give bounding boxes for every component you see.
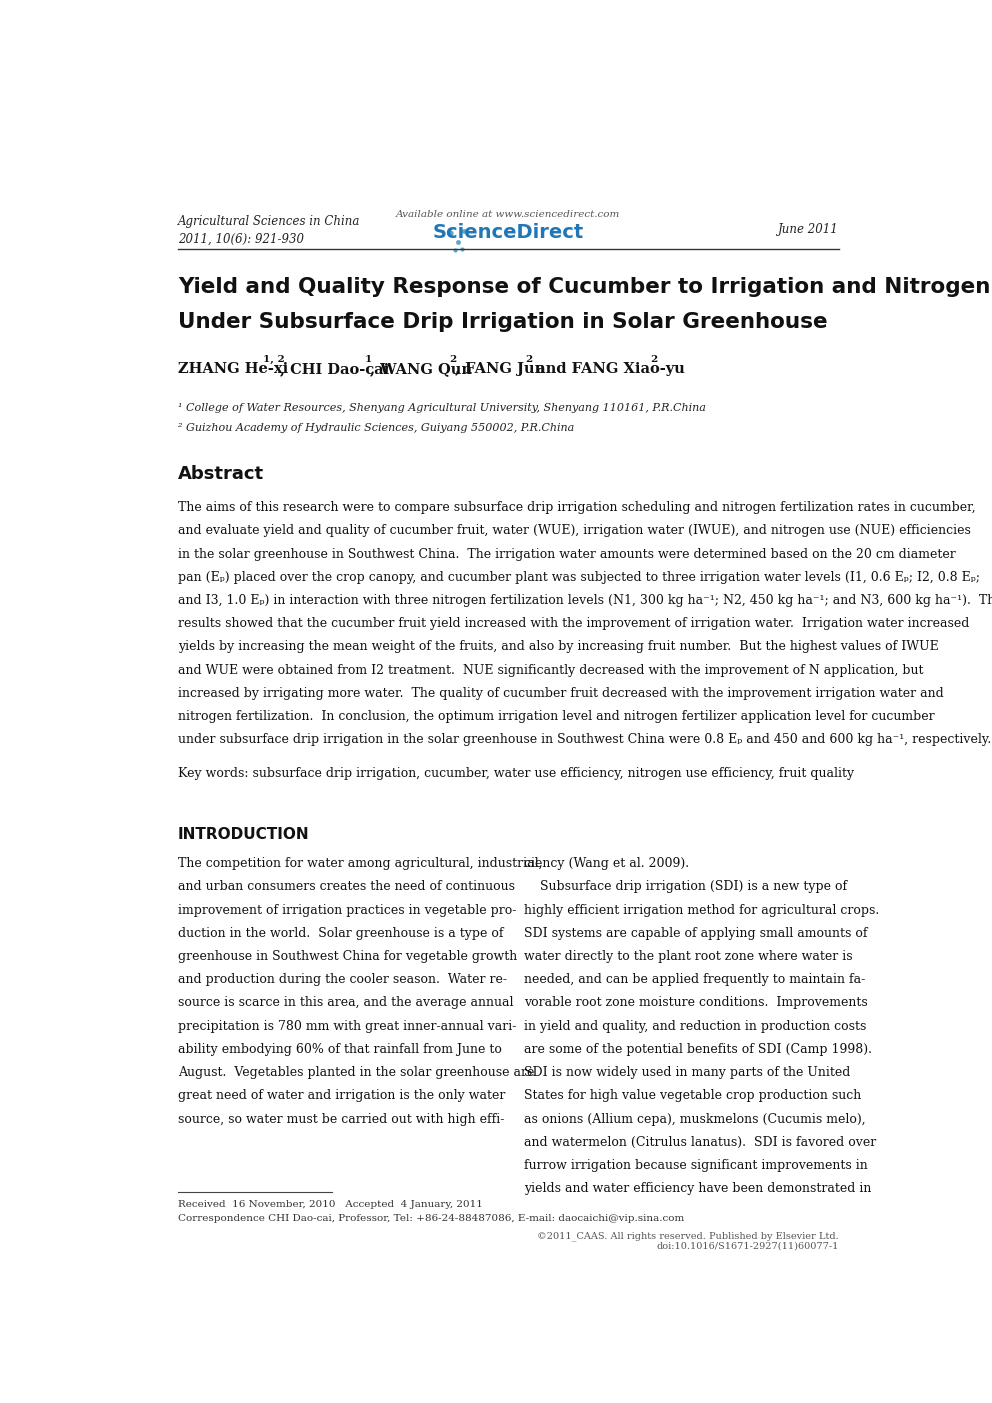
Text: 2: 2 <box>650 355 657 365</box>
Text: are some of the potential benefits of SDI (Camp 1998).: are some of the potential benefits of SD… <box>524 1042 872 1056</box>
Text: Yield and Quality Response of Cucumber to Irrigation and Nitrogen Fertilization: Yield and Quality Response of Cucumber t… <box>178 278 992 297</box>
Text: furrow irrigation because significant improvements in: furrow irrigation because significant im… <box>524 1159 868 1172</box>
Text: yields and water efficiency have been demonstrated in: yields and water efficiency have been de… <box>524 1183 871 1195</box>
Text: Under Subsurface Drip Irrigation in Solar Greenhouse: Under Subsurface Drip Irrigation in Sola… <box>178 311 827 333</box>
Text: vorable root zone moisture conditions.  Improvements: vorable root zone moisture conditions. I… <box>524 996 868 1009</box>
Text: source is scarce in this area, and the average annual: source is scarce in this area, and the a… <box>178 996 513 1009</box>
Text: Abstract: Abstract <box>178 466 264 484</box>
Text: highly efficient irrigation method for agricultural crops.: highly efficient irrigation method for a… <box>524 904 879 916</box>
Text: 1: 1 <box>365 355 372 365</box>
Text: and urban consumers creates the need of continuous: and urban consumers creates the need of … <box>178 880 515 894</box>
Text: Received  16 November, 2010   Accepted  4 January, 2011: Received 16 November, 2010 Accepted 4 Ja… <box>178 1200 483 1209</box>
Text: ciency (Wang et al. 2009).: ciency (Wang et al. 2009). <box>524 857 688 870</box>
Text: water directly to the plant root zone where water is: water directly to the plant root zone wh… <box>524 950 852 962</box>
Text: and FANG Xiao-yu: and FANG Xiao-yu <box>531 362 684 376</box>
Text: greenhouse in Southwest China for vegetable growth: greenhouse in Southwest China for vegeta… <box>178 950 517 962</box>
Text: The competition for water among agricultural, industrial,: The competition for water among agricult… <box>178 857 543 870</box>
Text: , WANG Qun: , WANG Qun <box>370 362 472 376</box>
Text: ² Guizhou Academy of Hydraulic Sciences, Guiyang 550002, P.R.China: ² Guizhou Academy of Hydraulic Sciences,… <box>178 424 574 434</box>
Text: and evaluate yield and quality of cucumber fruit, water (WUE), irrigation water : and evaluate yield and quality of cucumb… <box>178 525 971 537</box>
Text: pan (Eₚ) placed over the crop canopy, and cucumber plant was subjected to three : pan (Eₚ) placed over the crop canopy, an… <box>178 571 980 584</box>
Text: ScienceDirect: ScienceDirect <box>433 223 584 243</box>
Text: The aims of this research were to compare subsurface drip irrigation scheduling : The aims of this research were to compar… <box>178 501 975 513</box>
Text: precipitation is 780 mm with great inner-annual vari-: precipitation is 780 mm with great inner… <box>178 1020 516 1033</box>
Text: ZHANG He-xi: ZHANG He-xi <box>178 362 288 376</box>
Text: in the solar greenhouse in Southwest China.  The irrigation water amounts were d: in the solar greenhouse in Southwest Chi… <box>178 547 955 561</box>
Text: 2: 2 <box>525 355 533 365</box>
Text: needed, and can be applied frequently to maintain fa-: needed, and can be applied frequently to… <box>524 974 865 986</box>
Text: Agricultural Sciences in China: Agricultural Sciences in China <box>178 215 360 227</box>
Text: ability embodying 60% of that rainfall from June to: ability embodying 60% of that rainfall f… <box>178 1042 502 1056</box>
Text: and I3, 1.0 Eₚ) in interaction with three nitrogen fertilization levels (N1, 300: and I3, 1.0 Eₚ) in interaction with thre… <box>178 593 992 607</box>
Text: source, so water must be carried out with high effi-: source, so water must be carried out wit… <box>178 1113 504 1125</box>
Text: results showed that the cucumber fruit yield increased with the improvement of i: results showed that the cucumber fruit y… <box>178 617 969 630</box>
Text: States for high value vegetable crop production such: States for high value vegetable crop pro… <box>524 1089 861 1103</box>
Text: doi:10.1016/S1671-2927(11)60077-1: doi:10.1016/S1671-2927(11)60077-1 <box>657 1242 839 1250</box>
Text: duction in the world.  Solar greenhouse is a type of: duction in the world. Solar greenhouse i… <box>178 927 503 940</box>
Text: ©2011_CAAS. All rights reserved. Published by Elsevier Ltd.: ©2011_CAAS. All rights reserved. Publish… <box>538 1232 839 1242</box>
Text: in yield and quality, and reduction in production costs: in yield and quality, and reduction in p… <box>524 1020 866 1033</box>
Text: SDI is now widely used in many parts of the United: SDI is now widely used in many parts of … <box>524 1066 850 1079</box>
Text: and production during the cooler season.  Water re-: and production during the cooler season.… <box>178 974 507 986</box>
Text: INTRODUCTION: INTRODUCTION <box>178 826 310 842</box>
Text: improvement of irrigation practices in vegetable pro-: improvement of irrigation practices in v… <box>178 904 516 916</box>
Text: and watermelon (Citrulus lanatus).  SDI is favored over: and watermelon (Citrulus lanatus). SDI i… <box>524 1136 876 1149</box>
Text: 1, 2: 1, 2 <box>263 355 285 365</box>
Text: , FANG Jun: , FANG Jun <box>455 362 546 376</box>
Text: Correspondence CHI Dao-cai, Professor, Tel: +86-24-88487086, E-mail: daocaichi@v: Correspondence CHI Dao-cai, Professor, T… <box>178 1214 684 1223</box>
Text: Available online at www.sciencedirect.com: Available online at www.sciencedirect.co… <box>396 210 621 219</box>
Text: Key words: subsurface drip irrigation, cucumber, water use efficiency, nitrogen : Key words: subsurface drip irrigation, c… <box>178 767 854 780</box>
Text: , CHI Dao-cai: , CHI Dao-cai <box>280 362 390 376</box>
Text: Subsurface drip irrigation (SDI) is a new type of: Subsurface drip irrigation (SDI) is a ne… <box>524 880 847 894</box>
Text: 2: 2 <box>449 355 456 365</box>
Text: June 2011: June 2011 <box>779 223 839 237</box>
Text: 2011, 10(6): 921-930: 2011, 10(6): 921-930 <box>178 233 304 246</box>
Text: SDI systems are capable of applying small amounts of: SDI systems are capable of applying smal… <box>524 927 867 940</box>
Text: yields by increasing the mean weight of the fruits, and also by increasing fruit: yields by increasing the mean weight of … <box>178 640 938 654</box>
Text: as onions (Allium cepa), muskmelons (Cucumis melo),: as onions (Allium cepa), muskmelons (Cuc… <box>524 1113 865 1125</box>
Text: nitrogen fertilization.  In conclusion, the optimum irrigation level and nitroge: nitrogen fertilization. In conclusion, t… <box>178 710 934 723</box>
Text: increased by irrigating more water.  The quality of cucumber fruit decreased wit: increased by irrigating more water. The … <box>178 687 943 700</box>
Text: ¹ College of Water Resources, Shenyang Agricultural University, Shenyang 110161,: ¹ College of Water Resources, Shenyang A… <box>178 403 705 412</box>
Text: and WUE were obtained from I2 treatment.  NUE significantly decreased with the i: and WUE were obtained from I2 treatment.… <box>178 664 924 676</box>
Text: great need of water and irrigation is the only water: great need of water and irrigation is th… <box>178 1089 505 1103</box>
Text: August.  Vegetables planted in the solar greenhouse are: August. Vegetables planted in the solar … <box>178 1066 534 1079</box>
Text: under subsurface drip irrigation in the solar greenhouse in Southwest China were: under subsurface drip irrigation in the … <box>178 734 991 746</box>
